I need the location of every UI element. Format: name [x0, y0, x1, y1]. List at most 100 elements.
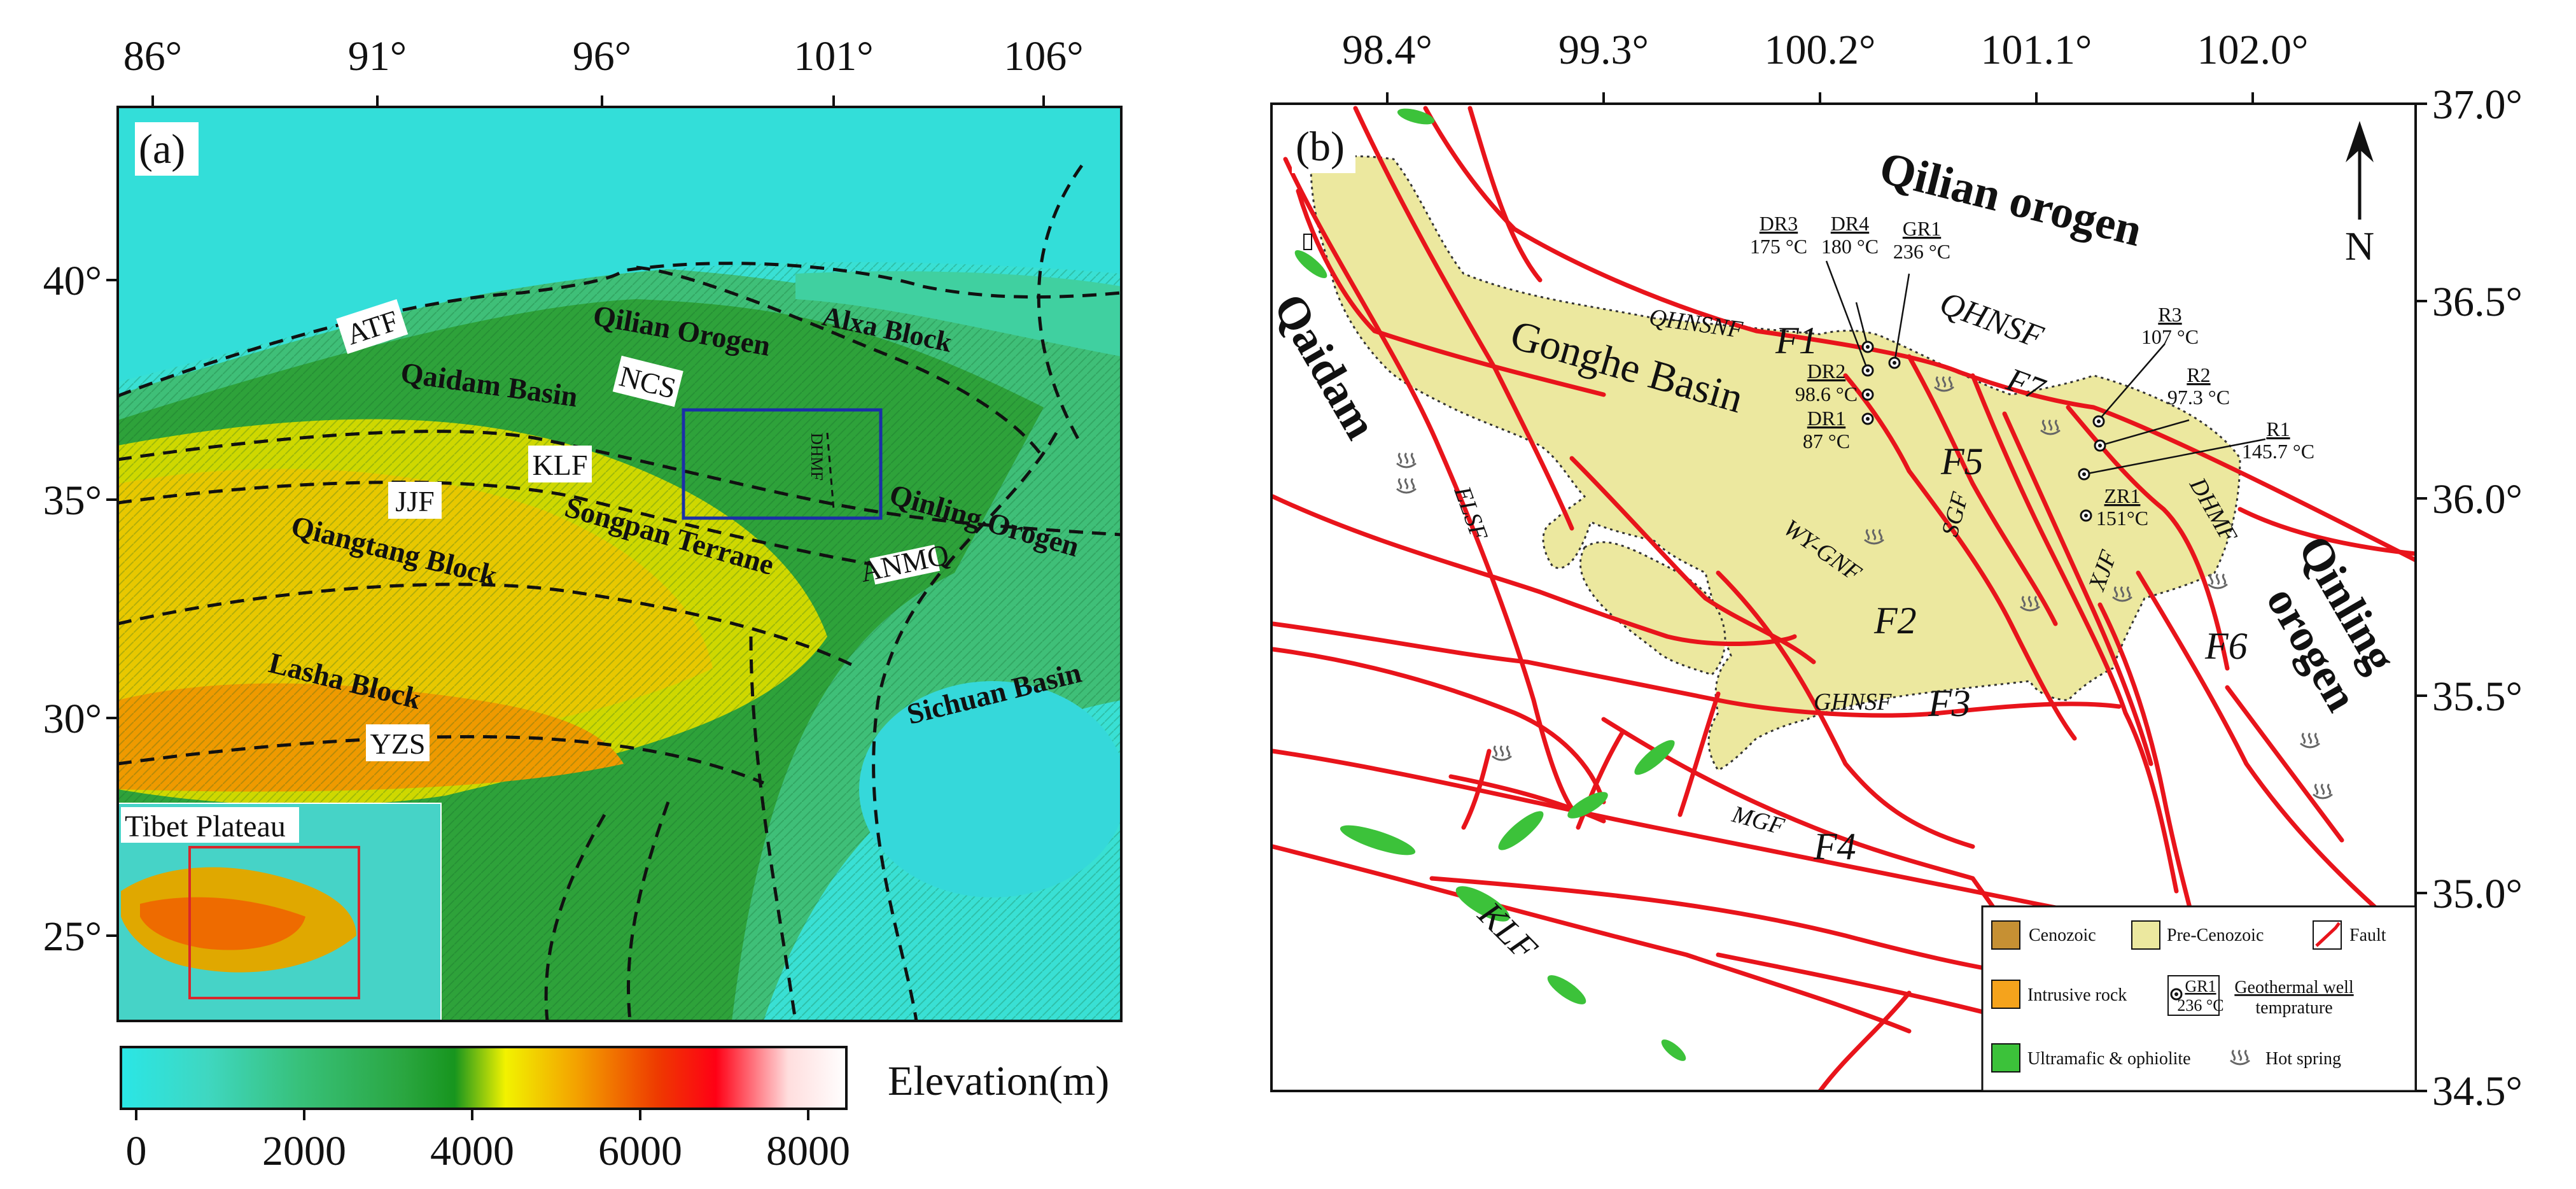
fault-number: F5	[1940, 440, 1984, 482]
lat-tick: 35°	[43, 477, 102, 524]
lon-tick: 86°	[123, 33, 182, 80]
fault-number: F1	[1775, 320, 1818, 362]
well-temp: 97.3 °C	[2167, 386, 2230, 409]
lat-tick: 35.5°	[2432, 673, 2523, 720]
geothermal-wells	[1861, 341, 2106, 522]
lon-tick: 98.4°	[1342, 27, 1432, 73]
legend-well-icon	[2170, 988, 2183, 1001]
fault-label-dhmf: DHMF	[808, 433, 826, 481]
lon-tick: 96°	[573, 33, 631, 80]
lon-ticks-a	[106, 95, 1045, 937]
lon-tick: 106°	[1004, 33, 1083, 80]
colorbar-tick: 2000	[262, 1128, 346, 1174]
well-name: R1	[2266, 418, 2290, 440]
well-temp: 175 °C	[1750, 235, 1807, 258]
lon-axis-a: 86° 91° 96° 101° 106°	[123, 33, 1084, 80]
fault-number: F6	[2204, 625, 2248, 667]
legend-hot-spring: Hot spring	[2265, 1049, 2341, 1069]
faults	[1271, 106, 2416, 1091]
legend-geothermal-well: Geothermal well	[2234, 978, 2354, 997]
lat-tick: 35.0°	[2432, 871, 2523, 917]
lon-tick: 102.0°	[2197, 27, 2309, 73]
fault-label-klf: KLF	[533, 449, 588, 481]
legend-well-sample-name: GR1	[2185, 977, 2216, 996]
well-name: R2	[2187, 363, 2210, 386]
legend-swatch-cenozoic	[1991, 920, 2020, 950]
well-temp: 107 °C	[2141, 325, 2199, 348]
lat-tick: 34.5°	[2432, 1068, 2523, 1115]
well-temp: 98.6 °C	[1795, 383, 1858, 405]
colorbar: 0 2000 4000 6000 8000 Elevation(m)	[120, 1046, 1109, 1174]
inset-tibet: Tibet Plateau	[118, 803, 442, 1021]
well-name: DR2	[1807, 360, 1845, 383]
north-label: N	[2345, 223, 2374, 269]
inset-label: Tibet Plateau	[125, 810, 286, 843]
fault-label-jjf: JJF	[395, 485, 434, 517]
legend-well-sample-temp: 236 °C	[2177, 996, 2223, 1015]
panel-label-b: (b)	[1296, 123, 1345, 170]
lon-tick: 91°	[348, 33, 407, 80]
well-name: DR3	[1760, 212, 1798, 235]
panel-a: Tibet Plateau (a) 86° 91° 96° 101° 106° …	[43, 33, 1123, 1174]
north-arrow: N	[2345, 121, 2374, 269]
legend-cenozoic: Cenozoic	[2029, 925, 2096, 945]
fault-number: F3	[1928, 682, 1971, 724]
fault-number: F2	[1873, 600, 1917, 642]
legend-ultramafic: Ultramafic & ophiolite	[2027, 1049, 2191, 1069]
lat-axis-a: 40° 35° 30° 25°	[43, 258, 102, 960]
colorbar-tick: 8000	[766, 1128, 850, 1174]
well-temp: 151°C	[2096, 507, 2148, 530]
lat-tick: 36.0°	[2432, 476, 2523, 523]
colorbar-tick: 4000	[430, 1128, 514, 1174]
panel-b: DR3 175 °C DR4 180 °C GR1 236 °C DR2 98.…	[1270, 27, 2523, 1115]
legend-swatch-intrusive	[1991, 980, 2020, 1009]
lon-tick: 99.3°	[1558, 27, 1649, 73]
well-temp: 236 °C	[1893, 240, 1950, 263]
legend-fault-icon	[2315, 922, 2341, 947]
panel-a-frame	[116, 106, 1123, 1022]
well-temp: 87 °C	[1803, 430, 1850, 453]
lon-tick: 101°	[794, 33, 873, 80]
fault-label-yzs: YZS	[370, 728, 426, 760]
hot-spring-icon	[2230, 1049, 2250, 1066]
study-area-box	[682, 408, 883, 520]
well-leaders	[1825, 260, 2266, 475]
well-name: R3	[2158, 303, 2181, 326]
colorbar-tick: 0	[126, 1128, 147, 1174]
well-labels: DR3 175 °C DR4 180 °C GR1 236 °C DR2 98.…	[1750, 212, 2314, 530]
panel-label-a: (a)	[139, 126, 185, 172]
panel-b-frame	[1270, 102, 2417, 1092]
lat-axis-b: 37.0° 36.5° 36.0° 35.5° 35.0° 34.5°	[2432, 81, 2523, 1115]
legend-temperature: temprature	[2255, 998, 2332, 1018]
fault-name-ghnsf: GHNSF	[1814, 689, 1892, 715]
well-name: DR4	[1831, 212, 1869, 235]
elevation-map: Tibet Plateau	[118, 107, 1121, 1021]
lat-tick: 25°	[43, 913, 102, 960]
lat-tick: 30°	[43, 696, 102, 742]
legend-swatch-pre-cenozoic	[2131, 920, 2160, 950]
legend: Cenozoic Pre-Cenozoic Fault Intrusive ro…	[1981, 905, 2417, 1092]
lon-tick: 101.1°	[1981, 27, 2092, 73]
legend-intrusive: Intrusive rock	[2027, 985, 2127, 1005]
colorbar-title: Elevation(m)	[888, 1058, 1109, 1104]
lon-tick: 100.2°	[1765, 27, 1876, 73]
fault-number: F4	[1813, 826, 1856, 868]
legend-box	[1981, 905, 2417, 1092]
colorbar-ramp	[120, 1046, 848, 1110]
well-name: ZR1	[2104, 484, 2141, 507]
legend-fault: Fault	[2349, 925, 2386, 945]
legend-pre-cenozoic: Pre-Cenozoic	[2167, 925, 2264, 945]
legend-swatch-ultramafic	[1991, 1043, 2020, 1073]
lat-tick: 40°	[43, 258, 102, 304]
colorbar-tick: 6000	[598, 1128, 682, 1174]
lon-axis-b: 98.4° 99.3° 100.2° 101.1° 102.0°	[1342, 27, 2308, 73]
well-name: DR1	[1807, 407, 1845, 430]
well-temp: 180 °C	[1821, 235, 1879, 258]
ticks-b	[1386, 92, 2427, 1092]
well-name: GR1	[1903, 217, 1941, 240]
lat-tick: 37.0°	[2432, 81, 2523, 128]
well-temp: 145.7 °C	[2242, 440, 2314, 463]
inset-frame	[188, 846, 360, 999]
ultramafic-bodies	[1294, 108, 1686, 1061]
